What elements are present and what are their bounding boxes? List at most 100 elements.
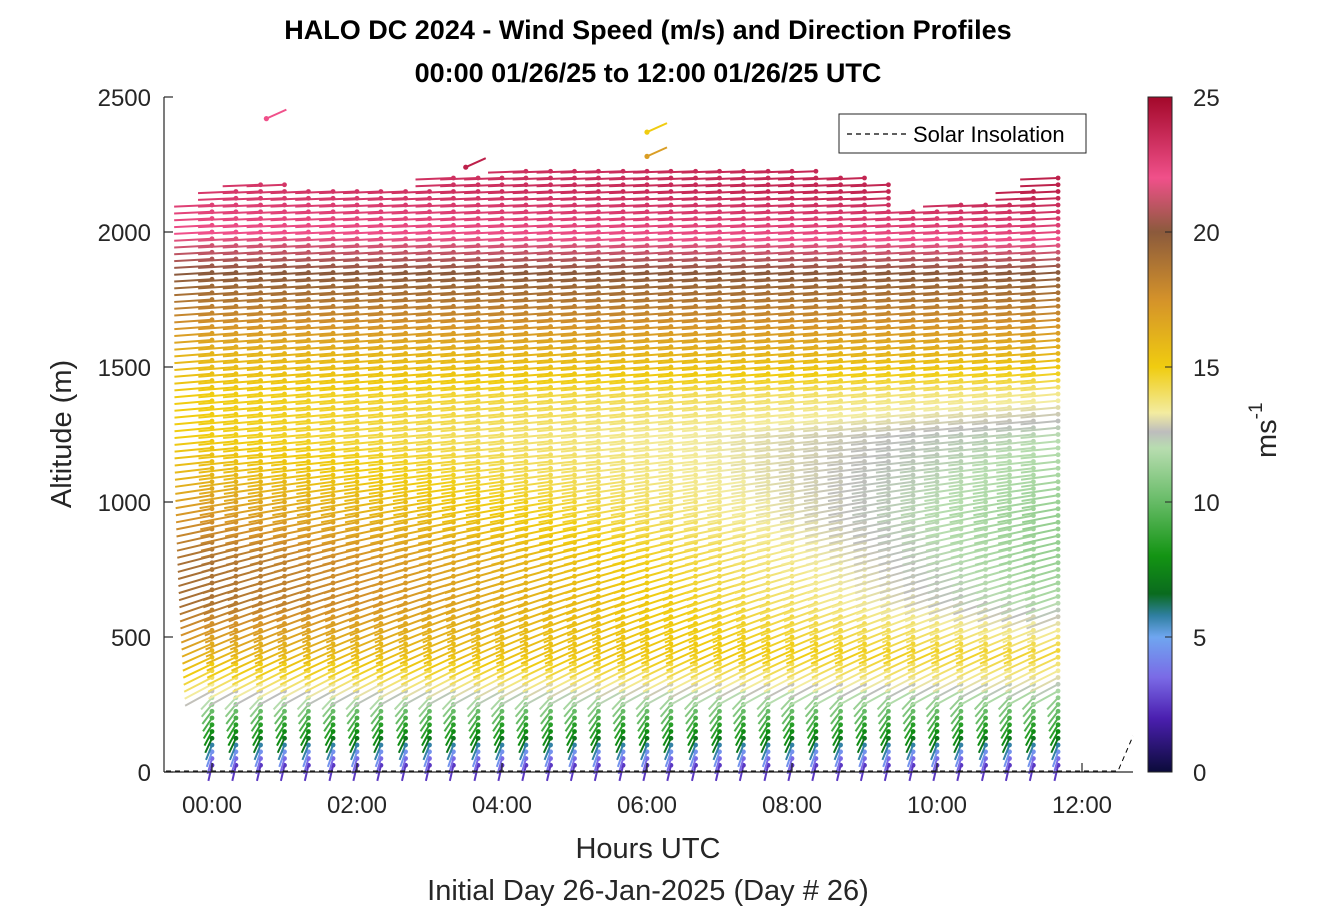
- wind-barb: [593, 656, 624, 672]
- wind-barb-head: [644, 661, 650, 667]
- wind-barb: [516, 724, 527, 739]
- wind-barb: [198, 352, 237, 358]
- wind-barb: [270, 291, 309, 297]
- wind-barb-head: [378, 486, 384, 491]
- wind-barb: [561, 460, 599, 467]
- wind-barb: [174, 210, 213, 215]
- wind-barb: [705, 332, 744, 337]
- wind-barb: [222, 258, 261, 263]
- wind-barb-head: [258, 499, 263, 505]
- wind-barb: [200, 521, 237, 531]
- wind-barb: [738, 656, 769, 672]
- wind-barb-head: [282, 641, 287, 647]
- wind-barb: [560, 258, 599, 263]
- wind-barb: [512, 197, 551, 201]
- wind-barb: [371, 717, 382, 732]
- wind-barb: [246, 210, 285, 215]
- wind-barb: [440, 244, 479, 249]
- wind-barb: [560, 231, 599, 235]
- wind-barb: [513, 426, 551, 433]
- wind-barb: [659, 514, 696, 524]
- wind-barb: [705, 372, 744, 378]
- wind-barb: [685, 717, 697, 732]
- wind-barb: [615, 737, 624, 754]
- wind-barb-head: [233, 742, 239, 748]
- wind-barb-head: [258, 486, 263, 491]
- wind-barb: [270, 447, 309, 453]
- wind-barb: [295, 420, 334, 426]
- wind-barb: [711, 615, 744, 630]
- wind-barb: [512, 244, 551, 249]
- wind-barb: [207, 669, 237, 686]
- wind-barb: [223, 467, 261, 474]
- wind-barb-head: [427, 729, 432, 734]
- wind-barb: [343, 447, 382, 453]
- wind-barb: [512, 379, 551, 385]
- wind-barb-head: [354, 499, 360, 505]
- wind-barb: [593, 758, 600, 775]
- wind-barb: [222, 386, 261, 392]
- wind-barb: [546, 683, 575, 700]
- wind-barb: [490, 521, 527, 531]
- wind-barb: [445, 737, 455, 754]
- wind-barb: [299, 724, 310, 739]
- wind-barb-head: [427, 492, 432, 498]
- wind-barb-head: [548, 492, 553, 498]
- wind-barb: [706, 480, 744, 488]
- wind-barb-head: [838, 479, 843, 485]
- wind-barb: [345, 541, 382, 552]
- wind-barb: [494, 737, 503, 754]
- wind-barb: [344, 487, 382, 495]
- wind-barb: [658, 440, 696, 446]
- wind-barb-head: [330, 742, 336, 748]
- wind-barb: [198, 345, 236, 351]
- wind-barb: [351, 656, 382, 672]
- wind-barb: [391, 413, 430, 419]
- wind-barb: [343, 480, 382, 488]
- wind-barb: [295, 467, 334, 474]
- wind-barb-head: [813, 641, 819, 647]
- wind-barb: [657, 406, 696, 412]
- wind-barb-head: [789, 735, 795, 741]
- wind-barb: [488, 339, 526, 344]
- wind-barb-head: [548, 506, 553, 512]
- wind-barb: [297, 528, 334, 538]
- wind-barb: [246, 366, 285, 371]
- wind-barb: [536, 291, 575, 297]
- wind-barb-head: [499, 499, 505, 505]
- wind-barb-head: [354, 472, 360, 478]
- wind-barb-head: [233, 452, 239, 458]
- wind-barb: [270, 406, 309, 412]
- wind-barb: [633, 352, 672, 358]
- wind-barb-head: [693, 634, 698, 640]
- wind-barb: [591, 622, 624, 637]
- wind-barb-head: [475, 459, 481, 464]
- wind-barb: [609, 278, 648, 283]
- wind-barb: [450, 683, 479, 700]
- wind-barb: [401, 683, 430, 700]
- wind-barb: [681, 413, 720, 419]
- wind-barb: [441, 514, 479, 524]
- wind-barb: [248, 521, 285, 531]
- wind-barb: [488, 366, 527, 371]
- wind-barb: [780, 697, 793, 711]
- wind-barb: [343, 291, 381, 297]
- wind-barb-head: [378, 715, 384, 721]
- wind-barb: [764, 690, 793, 707]
- wind-barb-head: [330, 472, 336, 478]
- wind-barb-head: [572, 486, 577, 491]
- wind-barb: [730, 453, 769, 460]
- wind-barb: [634, 494, 672, 502]
- wind-barb-head: [693, 465, 698, 471]
- wind-barb: [184, 683, 213, 700]
- wind-barb: [560, 312, 599, 317]
- wind-barb: [536, 393, 575, 399]
- wind-barb: [343, 278, 381, 283]
- wind-barb: [536, 345, 575, 351]
- wind-barb: [635, 548, 672, 559]
- wind-barb: [633, 453, 672, 460]
- wind-barb: [738, 649, 769, 665]
- wind-barb: [464, 474, 503, 481]
- wind-barb: [681, 359, 720, 365]
- wind-barb: [657, 271, 696, 276]
